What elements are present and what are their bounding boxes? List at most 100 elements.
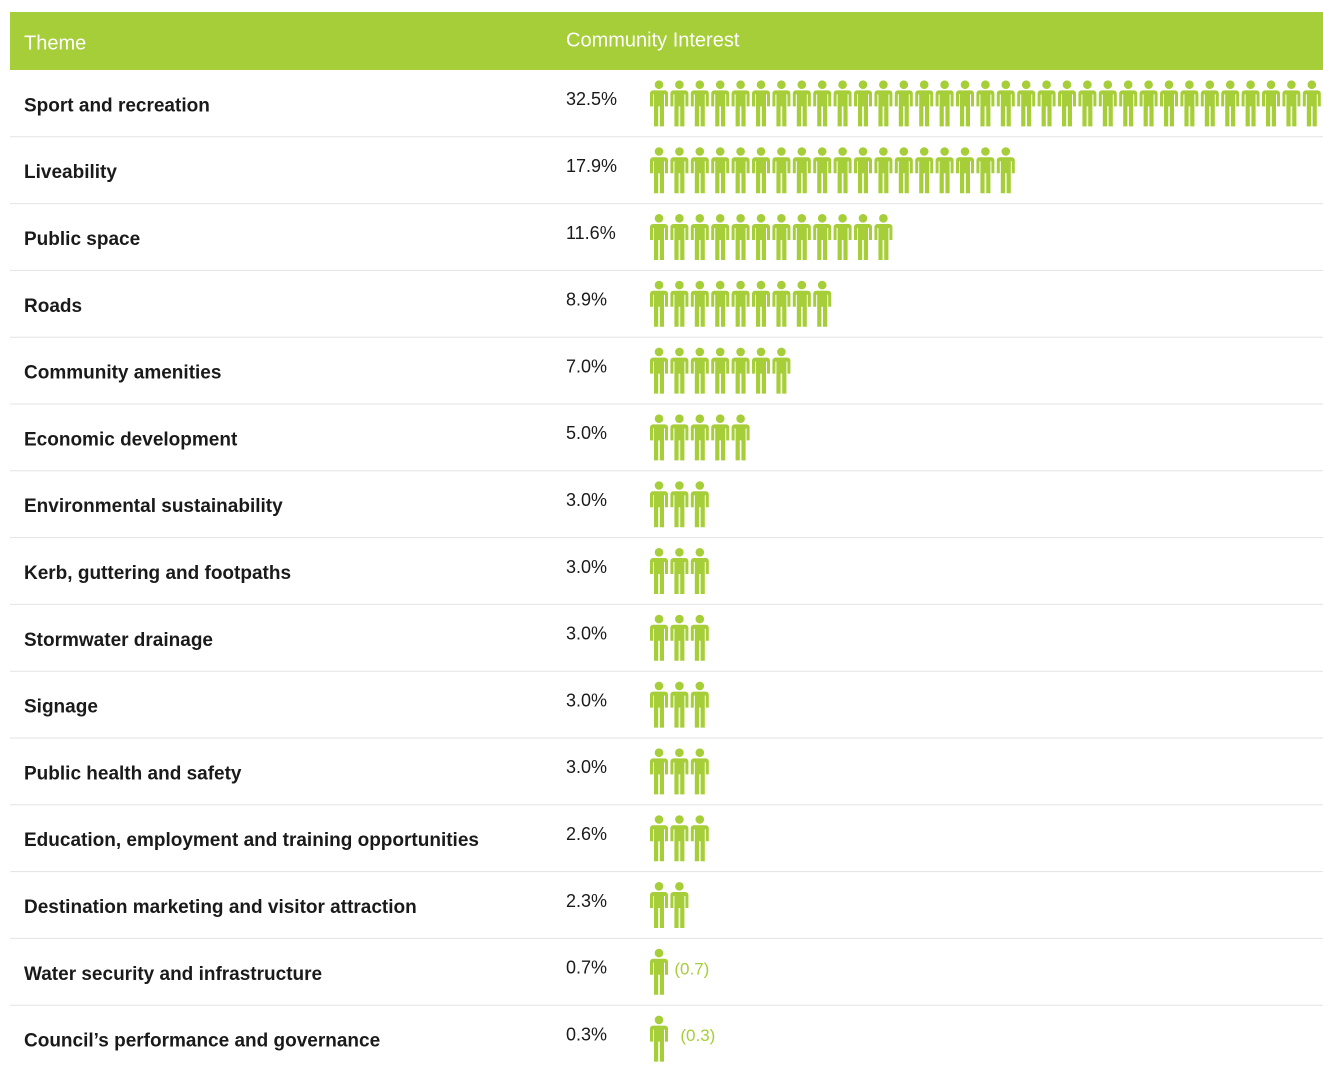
value-label: 3.0% xyxy=(566,624,607,644)
person-icon xyxy=(792,214,811,260)
person-icon xyxy=(650,347,668,394)
person-icon xyxy=(711,347,730,394)
person-icon xyxy=(670,280,689,327)
person-icon xyxy=(690,280,709,327)
value-label: 11.6% xyxy=(566,223,616,243)
person-icon xyxy=(792,280,811,327)
person-icon xyxy=(731,280,750,327)
person-icon xyxy=(772,347,791,394)
theme-label: Public health and safety xyxy=(24,763,242,784)
person-icon xyxy=(670,214,689,260)
person-icon xyxy=(874,147,893,194)
icon-note: (0.7) xyxy=(674,959,709,978)
person-icon xyxy=(854,80,872,127)
person-icon xyxy=(1302,80,1321,127)
person-icon xyxy=(874,80,893,127)
person-icon xyxy=(690,147,709,194)
person-icon xyxy=(1180,80,1199,127)
theme-label: Liveability xyxy=(24,162,117,183)
icon-row xyxy=(650,748,709,795)
person-icon xyxy=(650,1015,668,1062)
value-label: 32.5% xyxy=(566,89,617,109)
theme-label: Kerb, guttering and footpaths xyxy=(24,563,291,584)
value-label: 3.0% xyxy=(566,757,607,777)
person-icon xyxy=(650,80,668,127)
person-icon xyxy=(752,347,770,394)
value-label: 7.0% xyxy=(566,356,607,376)
person-icon xyxy=(792,147,811,194)
theme-label: Roads xyxy=(24,296,82,317)
theme-label: Council’s performance and governance xyxy=(24,1031,380,1052)
person-icon xyxy=(650,280,668,327)
value-label: 17.9% xyxy=(566,156,617,176)
theme-label: Signage xyxy=(24,697,98,718)
person-icon xyxy=(650,748,668,795)
person-icon xyxy=(650,882,668,928)
person-icon xyxy=(772,147,791,194)
person-icon xyxy=(752,280,770,327)
person-icon xyxy=(670,80,689,127)
person-icon xyxy=(690,214,709,260)
person-icon xyxy=(1200,80,1219,127)
person-icon xyxy=(731,347,750,394)
person-icon xyxy=(670,882,689,928)
person-icon xyxy=(854,214,872,260)
theme-label: Community amenities xyxy=(24,363,221,384)
person-icon xyxy=(1058,80,1076,127)
person-icon xyxy=(772,280,791,327)
person-icon xyxy=(1078,80,1097,127)
person-icon xyxy=(650,414,668,461)
person-icon xyxy=(915,80,934,127)
person-icon xyxy=(752,147,770,194)
person-icon xyxy=(670,748,689,795)
person-icon xyxy=(772,214,791,260)
icon-row xyxy=(650,481,709,528)
person-icon xyxy=(711,214,730,260)
person-icon xyxy=(915,147,934,194)
person-icon xyxy=(1282,80,1301,127)
person-icon xyxy=(711,80,730,127)
value-label: 3.0% xyxy=(566,490,607,510)
person-icon xyxy=(833,147,852,194)
person-icon xyxy=(854,147,872,194)
value-label: 0.7% xyxy=(566,958,607,978)
icon-row xyxy=(650,882,689,928)
person-icon xyxy=(690,681,709,728)
person-icon xyxy=(670,147,689,194)
person-icon xyxy=(813,280,832,327)
icon-row xyxy=(650,681,709,728)
person-icon xyxy=(874,214,893,260)
person-icon xyxy=(813,147,832,194)
icon-row xyxy=(650,614,709,661)
person-icon xyxy=(1037,80,1056,127)
value-label: 8.9% xyxy=(566,290,607,310)
value-label: 2.6% xyxy=(566,824,607,844)
person-icon xyxy=(813,214,832,260)
person-icon xyxy=(650,681,668,728)
value-label: 5.0% xyxy=(566,423,607,443)
person-icon xyxy=(690,614,709,661)
person-icon xyxy=(690,548,709,594)
value-label: 3.0% xyxy=(566,690,607,710)
icon-row xyxy=(650,414,750,461)
theme-label: Water security and infrastructure xyxy=(24,964,322,985)
person-icon xyxy=(670,614,689,661)
person-icon xyxy=(1139,80,1158,127)
person-icon xyxy=(670,548,689,594)
person-icon xyxy=(650,548,668,594)
person-icon xyxy=(792,80,811,127)
icon-row xyxy=(650,280,832,327)
person-icon xyxy=(772,80,791,127)
person-icon xyxy=(833,214,852,260)
person-icon xyxy=(690,414,709,461)
header-bar xyxy=(10,12,1323,70)
person-icon xyxy=(1098,80,1117,127)
person-icon xyxy=(752,80,770,127)
person-icon xyxy=(650,815,668,862)
icon-row xyxy=(650,548,709,594)
person-icon xyxy=(670,481,689,528)
person-icon xyxy=(711,147,730,194)
header-interest: Community Interest xyxy=(566,29,740,51)
theme-label: Destination marketing and visitor attrac… xyxy=(24,897,417,918)
